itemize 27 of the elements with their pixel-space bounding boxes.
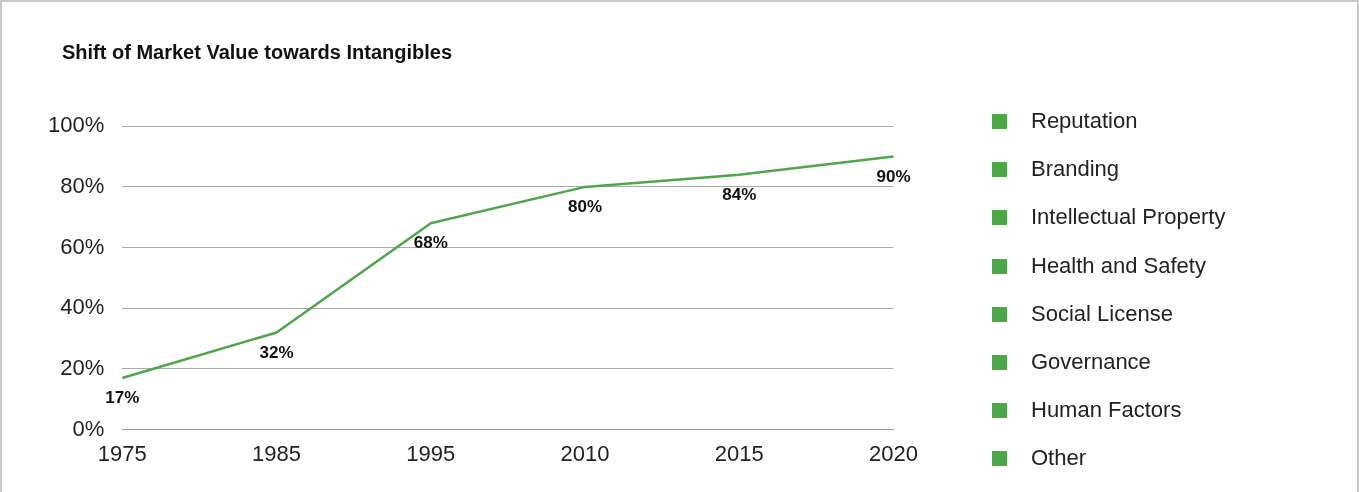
data-label: 68%	[413, 233, 448, 253]
text: Human Factors	[1031, 397, 1182, 424]
text: Intellectual Property	[1031, 204, 1226, 231]
data-label: 32%	[259, 342, 294, 362]
y-tick-label: 0%	[72, 415, 105, 441]
chart-title: Shift of Market Value towards Intangibles	[62, 41, 453, 64]
x-tick-label: 2020	[869, 440, 919, 466]
text: Reputation	[1031, 108, 1138, 134]
data-label: 80%	[568, 197, 603, 217]
x-tick-label: 1985	[252, 440, 301, 466]
text: Other	[1031, 445, 1087, 472]
x-tick-label: 1995	[406, 440, 456, 466]
text: Branding	[1031, 156, 1120, 183]
data-label: 84%	[722, 184, 757, 204]
y-tick-label: 40%	[60, 294, 105, 320]
x-tick-label: 2015	[714, 440, 764, 466]
x-tick-label: 2010	[560, 440, 610, 466]
text: Social License	[1031, 300, 1173, 327]
y-tick-label: 100%	[47, 112, 105, 138]
text: Governance	[1031, 348, 1151, 375]
y-tick-label: 60%	[60, 233, 105, 259]
data-label: 17%	[105, 388, 140, 408]
text: Health and Safety	[1031, 252, 1206, 279]
y-tick-label: 20%	[60, 354, 105, 380]
x-tick-label: 1975	[97, 440, 147, 466]
y-tick-label: 80%	[60, 172, 105, 198]
data-label: 90%	[876, 166, 911, 186]
